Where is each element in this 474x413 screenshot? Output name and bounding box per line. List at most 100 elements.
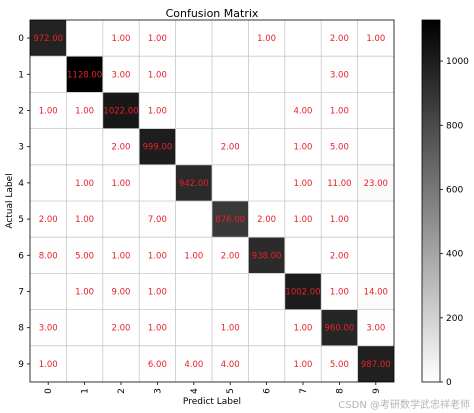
cell-label-3-3: 999.00 — [143, 143, 173, 153]
cell-6-2 — [102, 237, 140, 274]
cell-label-5-0: 2.00 — [39, 215, 58, 225]
cell-label-7-3: 1.00 — [148, 288, 167, 298]
cell-5-2 — [102, 201, 140, 238]
cell-label-6-0: 8.00 — [39, 251, 58, 261]
cell-4-7 — [284, 164, 322, 201]
cell-label-8-9: 3.00 — [366, 324, 385, 334]
cell-2-3 — [139, 92, 176, 129]
colorbar-tick-label-0: 0 — [446, 378, 452, 388]
cell-9-4 — [175, 345, 212, 382]
cell-4-0 — [30, 164, 67, 201]
cell-0-9 — [357, 20, 394, 57]
cell-label-2-3: 1.00 — [148, 107, 167, 117]
cell-2-7 — [284, 92, 322, 129]
cell-7-6 — [248, 273, 285, 310]
x-tick-label-4: 4 — [190, 388, 200, 394]
cell-9-0 — [30, 345, 67, 382]
cell-label-0-0: 972.00 — [33, 34, 63, 44]
cell-label-4-8: 11.00 — [327, 179, 351, 189]
cell-3-0 — [30, 128, 67, 165]
cell-2-9 — [357, 92, 394, 129]
cell-2-0 — [30, 92, 67, 129]
cell-7-5 — [212, 273, 249, 310]
cell-label-7-1: 1.00 — [75, 288, 94, 298]
cell-4-3 — [139, 164, 176, 201]
cell-9-3 — [139, 345, 176, 382]
cell-label-8-5: 1.00 — [221, 324, 240, 334]
cell-8-9 — [357, 309, 394, 346]
y-tick-label-8: 8 — [18, 324, 24, 334]
x-tick-label-5: 5 — [226, 388, 236, 394]
cell-label-5-5: 876.00 — [215, 215, 245, 225]
cell-3-4 — [175, 128, 212, 165]
cell-label-6-5: 2.00 — [221, 251, 240, 261]
cell-5-1 — [66, 201, 103, 238]
cell-5-7 — [284, 201, 322, 238]
y-tick-label-6: 6 — [18, 251, 24, 261]
cell-8-6 — [248, 309, 285, 346]
x-tick-label-1: 1 — [81, 388, 91, 394]
cell-3-2 — [102, 128, 140, 165]
cell-8-2 — [102, 309, 140, 346]
y-tick-label-5: 5 — [18, 215, 24, 225]
cell-6-1 — [66, 237, 103, 274]
cell-1-7 — [284, 56, 322, 93]
cell-label-7-8: 1.00 — [330, 288, 349, 298]
cell-label-2-1: 1.00 — [75, 107, 94, 117]
cell-label-6-6: 938.00 — [252, 251, 282, 261]
watermark-text: CSDN @考研数学武忠祥老师 — [338, 400, 470, 411]
cell-label-3-2: 2.00 — [112, 143, 131, 153]
cell-5-4 — [175, 201, 212, 238]
cell-2-8 — [321, 92, 358, 129]
colorbar-tick-label-200: 200 — [446, 314, 463, 324]
x-tick-label-7: 7 — [299, 388, 309, 394]
x-tick-label-2: 2 — [117, 388, 127, 394]
colorbar-tick-label-400: 400 — [446, 250, 463, 260]
x-tick-label-6: 6 — [263, 388, 273, 394]
cell-1-8 — [321, 56, 358, 93]
cell-6-4 — [175, 237, 212, 274]
cell-label-1-2: 3.00 — [112, 70, 131, 80]
cell-label-9-8: 5.00 — [330, 360, 349, 370]
cell-label-3-5: 2.00 — [221, 143, 240, 153]
cell-7-1 — [66, 273, 103, 310]
cell-9-9 — [357, 345, 394, 382]
cell-7-0 — [30, 273, 67, 310]
cell-4-4 — [175, 164, 212, 201]
cell-label-8-7: 1.00 — [294, 324, 313, 334]
x-tick-label-0: 0 — [44, 388, 54, 394]
cell-5-5 — [212, 201, 249, 238]
x-axis-label: Predict Label — [183, 397, 241, 407]
cell-9-7 — [284, 345, 322, 382]
cell-3-7 — [284, 128, 322, 165]
cell-9-2 — [102, 345, 140, 382]
cell-5-8 — [321, 201, 358, 238]
cell-label-6-2: 1.00 — [112, 251, 131, 261]
y-axis-label: Actual Label — [5, 173, 15, 228]
cell-9-6 — [248, 345, 285, 382]
cell-9-8 — [321, 345, 358, 382]
cell-label-5-3: 7.00 — [148, 215, 167, 225]
cell-3-9 — [357, 128, 394, 165]
colorbar-ticks: 0 200 400 600 800 1000 — [440, 57, 469, 388]
cell-label-0-3: 1.00 — [148, 34, 167, 44]
cell-label-0-6: 1.00 — [257, 34, 276, 44]
cell-2-6 — [248, 92, 285, 129]
cell-5-9 — [357, 201, 394, 238]
cell-label-0-9: 1.00 — [366, 34, 385, 44]
cell-label-5-1: 1.00 — [75, 215, 94, 225]
cell-0-7 — [284, 20, 322, 57]
cell-7-9 — [357, 273, 394, 310]
cell-label-6-4: 1.00 — [184, 251, 203, 261]
y-axis-ticks: 0 1 2 3 4 5 6 7 8 9 — [18, 34, 30, 370]
cell-label-7-2: 9.00 — [112, 288, 131, 298]
colorbar — [421, 19, 441, 383]
cell-1-5 — [212, 56, 249, 93]
cell-6-8 — [321, 237, 358, 274]
cell-label-8-0: 3.00 — [39, 324, 58, 334]
cell-label-0-8: 2.00 — [330, 34, 349, 44]
cell-7-8 — [321, 273, 358, 310]
cell-label-4-1: 1.00 — [75, 179, 94, 189]
cell-1-9 — [357, 56, 394, 93]
